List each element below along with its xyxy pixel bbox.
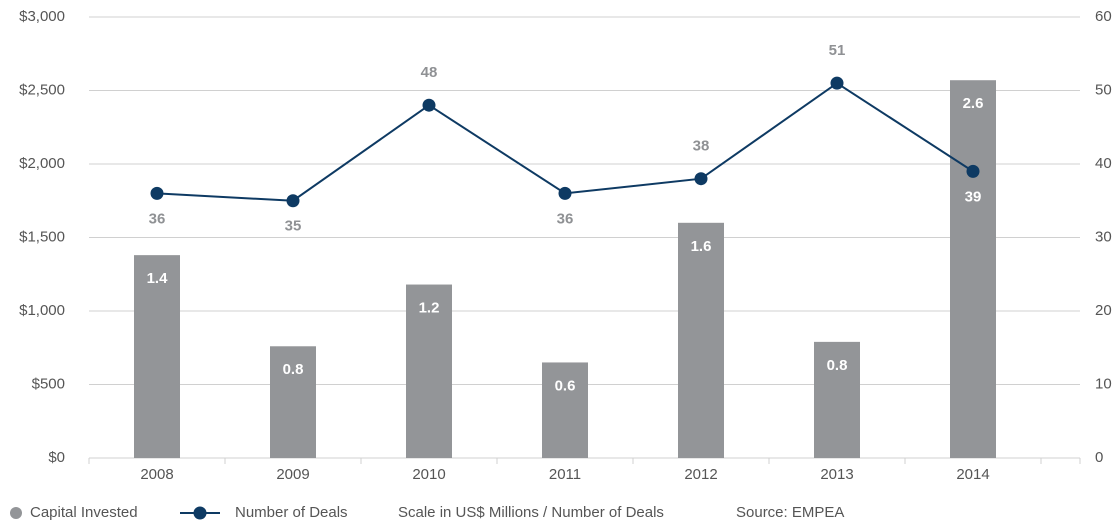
bar: [270, 346, 316, 458]
line-point: [150, 186, 164, 200]
line-value-label: 36: [557, 210, 574, 227]
bar-value-label: 1.6: [691, 238, 712, 255]
x-tick-label: 2013: [820, 466, 853, 483]
line-value-label: 51: [829, 42, 846, 59]
line-value-label: 48: [421, 64, 438, 81]
y-tick-label: $0: [48, 449, 65, 466]
y2-tick-label: 40: [1095, 155, 1112, 172]
line-point: [558, 186, 572, 200]
legend-label: Number of Deals: [235, 504, 348, 521]
y2-tick-label: 20: [1095, 302, 1112, 319]
source: Source: EMPEA: [736, 504, 844, 521]
bar-value-label: 2.6: [963, 95, 984, 112]
bar-value-label: 0.8: [827, 357, 848, 374]
bar-value-label: 0.8: [283, 361, 304, 378]
x-tick-label: 2008: [140, 466, 173, 483]
y2-tick-label: 50: [1095, 81, 1112, 98]
line-value-label: 35: [285, 218, 302, 235]
y-tick-label: $2,500: [19, 81, 65, 98]
legend-swatch: [10, 507, 22, 519]
y2-tick-label: 0: [1095, 449, 1103, 466]
y2-tick-label: 30: [1095, 228, 1112, 245]
line-point: [422, 98, 436, 112]
bar: [542, 362, 588, 458]
x-tick-label: 2011: [549, 466, 581, 483]
y-tick-label: $1,500: [19, 228, 65, 245]
bar-value-label: 1.4: [147, 270, 169, 287]
line-point: [830, 76, 844, 90]
bar: [678, 222, 724, 458]
bar: [406, 284, 452, 458]
line-point: [694, 172, 708, 186]
x-tick-label: 2014: [956, 466, 989, 483]
y-tick-label: $2,000: [19, 155, 65, 172]
y2-tick-label: 60: [1095, 8, 1112, 25]
y-tick-label: $3,000: [19, 8, 65, 25]
note: Scale in US$ Millions / Number of Deals: [398, 504, 664, 521]
y-tick-label: $1,000: [19, 302, 65, 319]
bar: [814, 341, 860, 458]
y2-tick-label: 10: [1095, 375, 1112, 392]
line-value-label: 36: [149, 210, 166, 227]
x-tick-label: 2010: [412, 466, 445, 483]
line-point: [966, 164, 980, 178]
legend-swatch: [193, 506, 207, 520]
line-value-label: 38: [693, 138, 710, 155]
line-point: [286, 194, 300, 208]
bar-value-label: 0.6: [555, 377, 576, 394]
x-tick-label: 2009: [276, 466, 309, 483]
bar: [950, 80, 996, 459]
bar: [134, 255, 180, 458]
bar-value-label: 1.2: [419, 300, 440, 317]
legend-label: Capital Invested: [30, 504, 138, 521]
line: [156, 81, 974, 202]
line-value-label: 39: [965, 188, 982, 205]
y-tick-label: $500: [32, 375, 65, 392]
x-tick-label: 2012: [684, 466, 717, 483]
